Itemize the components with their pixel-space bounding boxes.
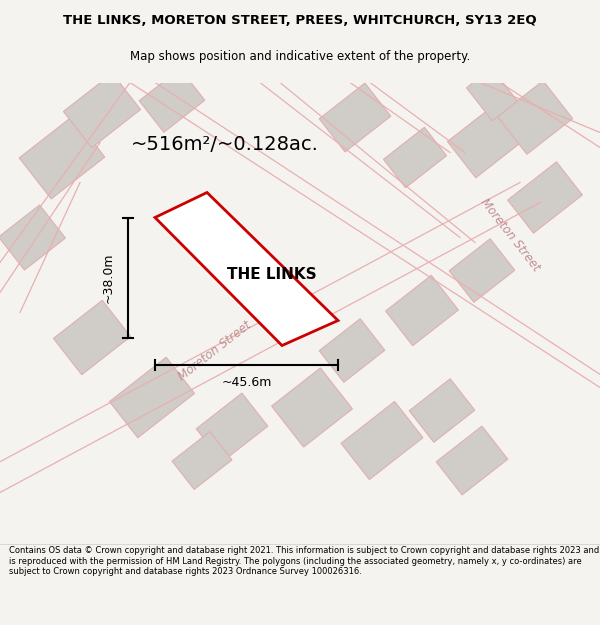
Text: ~516m²/~0.128ac.: ~516m²/~0.128ac. bbox=[131, 135, 319, 154]
Text: THE LINKS, MORETON STREET, PREES, WHITCHURCH, SY13 2EQ: THE LINKS, MORETON STREET, PREES, WHITCH… bbox=[63, 14, 537, 27]
Polygon shape bbox=[319, 319, 385, 382]
Polygon shape bbox=[508, 162, 583, 233]
Polygon shape bbox=[53, 300, 131, 375]
Text: Moreton Street: Moreton Street bbox=[478, 196, 542, 274]
Polygon shape bbox=[64, 73, 140, 148]
Polygon shape bbox=[109, 357, 194, 437]
Polygon shape bbox=[341, 401, 423, 479]
Text: ~45.6m: ~45.6m bbox=[221, 376, 272, 389]
Polygon shape bbox=[497, 81, 572, 154]
Polygon shape bbox=[19, 116, 105, 199]
Polygon shape bbox=[449, 239, 515, 302]
Text: ~38.0m: ~38.0m bbox=[101, 253, 115, 302]
Polygon shape bbox=[196, 393, 268, 462]
Polygon shape bbox=[409, 379, 475, 442]
Text: Contains OS data © Crown copyright and database right 2021. This information is : Contains OS data © Crown copyright and d… bbox=[9, 546, 599, 576]
Text: Moreton Street: Moreton Street bbox=[176, 318, 254, 383]
Polygon shape bbox=[466, 68, 518, 121]
Polygon shape bbox=[386, 275, 458, 346]
Text: Map shows position and indicative extent of the property.: Map shows position and indicative extent… bbox=[130, 51, 470, 63]
Polygon shape bbox=[272, 368, 352, 447]
Polygon shape bbox=[155, 192, 338, 346]
Text: THE LINKS: THE LINKS bbox=[227, 267, 317, 282]
Polygon shape bbox=[139, 69, 205, 132]
Polygon shape bbox=[436, 426, 508, 495]
Polygon shape bbox=[448, 98, 533, 178]
Polygon shape bbox=[319, 83, 391, 152]
Polygon shape bbox=[383, 127, 446, 188]
Polygon shape bbox=[0, 205, 65, 270]
Polygon shape bbox=[172, 431, 232, 489]
